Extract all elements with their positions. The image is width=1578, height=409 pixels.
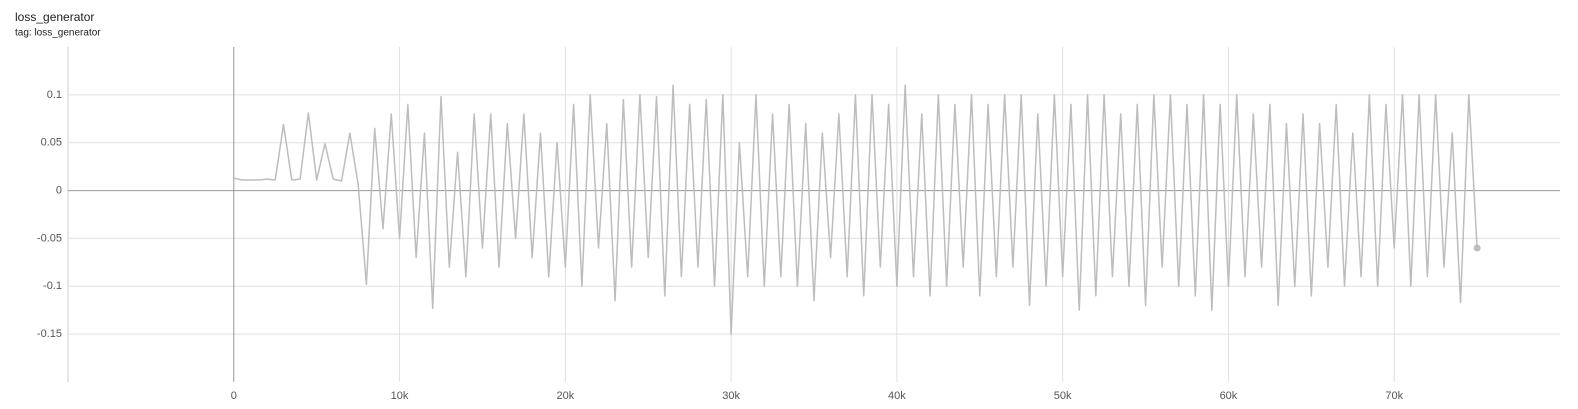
y-tick-label: -0.15 xyxy=(37,328,62,340)
end-point xyxy=(1473,244,1481,252)
x-tick-label: 0 xyxy=(231,390,237,402)
x-tick-label: 30k xyxy=(722,390,740,402)
x-tick-label: 50k xyxy=(1054,390,1072,402)
x-tick-label: 20k xyxy=(556,390,574,402)
y-tick-label: 0.1 xyxy=(47,89,62,101)
x-tick-label: 10k xyxy=(391,390,409,402)
data-line xyxy=(233,84,1478,335)
x-tick-label: 40k xyxy=(888,390,906,402)
y-tick-label: -0.1 xyxy=(43,280,62,292)
chart-subtitle: tag: loss_generator xyxy=(15,28,101,39)
x-tick-label: 70k xyxy=(1385,390,1403,402)
y-tick-label: 0.05 xyxy=(41,137,62,149)
chart-title: loss_generator xyxy=(15,10,94,24)
x-tick-label: 60k xyxy=(1220,390,1238,402)
y-tick-label: -0.05 xyxy=(37,232,62,244)
y-tick-label: 0 xyxy=(56,184,62,196)
